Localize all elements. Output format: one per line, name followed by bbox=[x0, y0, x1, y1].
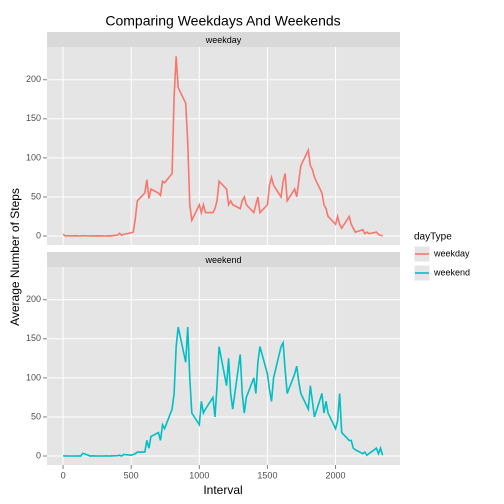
x-axis-label: Interval bbox=[203, 483, 242, 497]
legend-label: weekend bbox=[433, 267, 470, 277]
x-tick-label: 500 bbox=[124, 470, 139, 480]
panel bbox=[47, 47, 400, 245]
legend-title: dayType bbox=[414, 232, 452, 243]
y-tick-label: 200 bbox=[26, 294, 41, 304]
line bbox=[62, 56, 383, 237]
strip-label: weekday bbox=[205, 35, 242, 45]
y-tick-label: 50 bbox=[31, 191, 41, 201]
x-tick-label: 1000 bbox=[189, 470, 209, 480]
legend-label: weekday bbox=[433, 248, 470, 258]
y-tick-label: 100 bbox=[26, 152, 41, 162]
strip-label: weekend bbox=[204, 255, 241, 265]
y-tick-label: 100 bbox=[26, 372, 41, 382]
y-tick-label: 150 bbox=[26, 113, 41, 123]
line bbox=[63, 326, 384, 457]
y-tick-label: 50 bbox=[31, 411, 41, 421]
y-tick-label: 0 bbox=[36, 230, 41, 240]
y-axis-label: Average Number of Steps bbox=[8, 188, 22, 326]
y-tick-label: 200 bbox=[26, 74, 41, 84]
y-tick-label: 0 bbox=[36, 450, 41, 460]
strip bbox=[47, 32, 400, 47]
x-tick-label: 2000 bbox=[326, 470, 346, 480]
x-tick-label: 0 bbox=[61, 470, 66, 480]
chart-title: Comparing Weekdays And Weekends bbox=[105, 13, 340, 29]
y-tick-label: 150 bbox=[26, 333, 41, 343]
x-tick-label: 1500 bbox=[257, 470, 277, 480]
strip bbox=[47, 252, 400, 267]
